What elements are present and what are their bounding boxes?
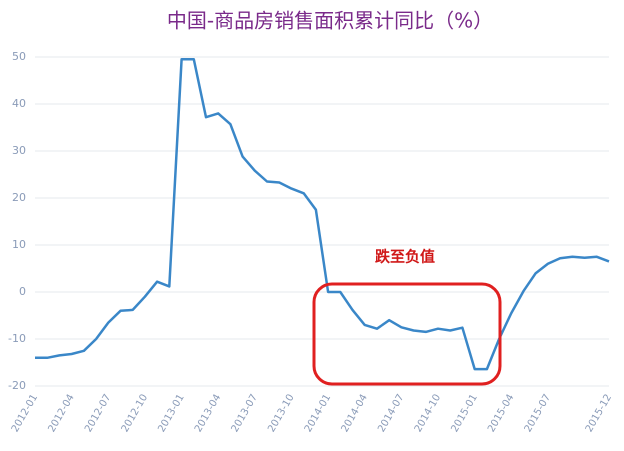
- x-tick-label: 2013-07: [230, 393, 260, 435]
- highlight-box: [312, 282, 502, 386]
- x-tick-label: 2015-12: [584, 393, 614, 435]
- x-tick-label: 2014-10: [413, 393, 443, 435]
- y-tick-label: 40: [12, 97, 26, 110]
- x-tick-label: 2014-07: [376, 393, 406, 435]
- y-tick-label: 0: [19, 285, 26, 298]
- chart-title: 中国-商品房销售面积累计同比（%）: [167, 9, 493, 33]
- x-tick-label: 2015-07: [523, 393, 553, 435]
- line-series: [35, 58, 610, 371]
- y-tick-label: -20: [8, 379, 26, 392]
- x-tick-label: 2012-01: [10, 393, 40, 435]
- x-tick-label: 2014-01: [303, 393, 333, 435]
- y-tick-label: 50: [12, 50, 26, 63]
- x-tick-label: 2014-04: [340, 393, 370, 435]
- x-tick-label: 2013-01: [156, 393, 186, 435]
- x-tick-label: 2013-04: [193, 393, 223, 435]
- x-tick-label: 2012-10: [120, 393, 150, 435]
- y-tick-label: 30: [12, 144, 26, 157]
- x-tick-label: 2012-04: [46, 393, 76, 435]
- x-tick-label: 2015-04: [486, 392, 516, 434]
- x-tick-label: 2012-07: [83, 393, 113, 435]
- annotation: 跌至负值: [375, 248, 435, 266]
- y-tick-label: 20: [12, 191, 26, 204]
- x-tick-label: 2013-10: [266, 393, 296, 435]
- y-tick-label: -10: [8, 332, 26, 345]
- x-tick-label: 2015-01: [449, 392, 479, 434]
- y-tick-label: 10: [12, 238, 26, 251]
